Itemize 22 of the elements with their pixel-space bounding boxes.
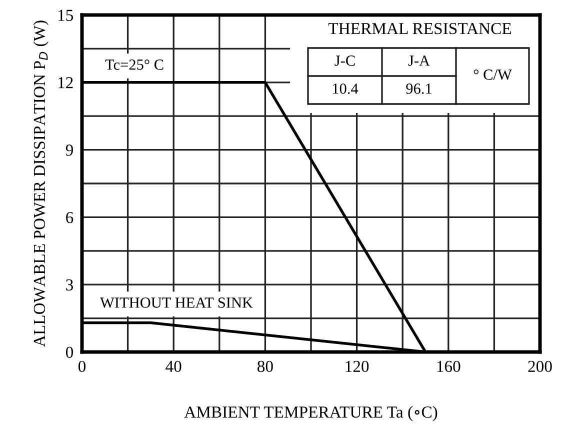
x-tick-label: 40 — [166, 360, 182, 372]
x-tick-label: 160 — [437, 360, 460, 372]
y-tick-label: 0 — [66, 346, 74, 358]
y-tick-label: 9 — [66, 144, 73, 156]
annotation: 10.4 — [332, 84, 358, 94]
annotation: J-C — [334, 56, 355, 66]
y-tick-label: 12 — [58, 77, 73, 88]
y-axis-title: ALLOWABLE POWER DISSIPATION P$_{D}$ (W) — [33, 20, 48, 347]
x-tick-label: 80 — [258, 360, 273, 372]
annotation: WITHOUT HEAT SINK — [100, 298, 253, 308]
x-tick-label: 200 — [528, 360, 552, 372]
x-tick-label: 0 — [78, 360, 86, 372]
annotation: J-A — [408, 56, 430, 66]
annotation: Tc=25° C — [105, 60, 164, 70]
y-tick-label: 15 — [58, 10, 74, 21]
y-tick-label: 6 — [66, 212, 74, 224]
x-tick-label: 120 — [346, 360, 369, 372]
annotation: THERMAL RESISTANCE — [328, 22, 512, 34]
annotation: 96.1 — [406, 84, 432, 94]
x-axis-title: AMBIENT TEMPERATURE Ta (∘C) — [184, 406, 438, 422]
annotation: ° C/W — [474, 70, 512, 80]
y-tick-label: 3 — [66, 279, 74, 291]
